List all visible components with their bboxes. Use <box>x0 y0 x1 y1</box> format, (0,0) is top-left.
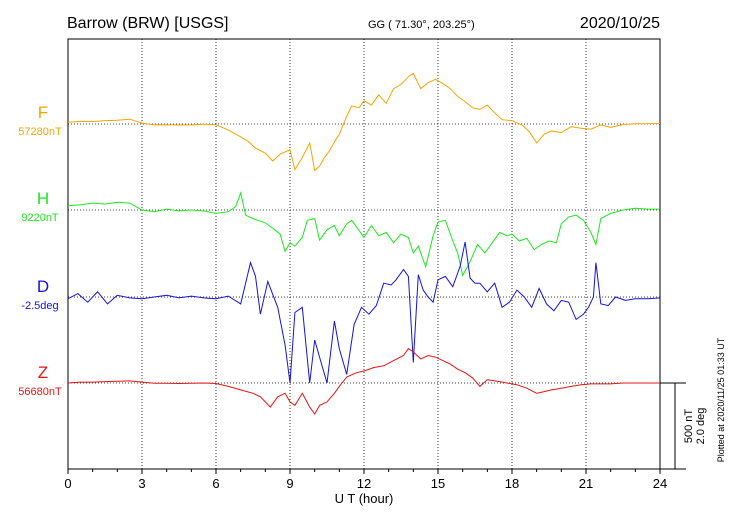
series-label-d: D <box>37 277 49 296</box>
series-baseline-h: 9220nT <box>21 212 59 224</box>
plot-frame <box>67 38 661 470</box>
chart-date: 2020/10/25 <box>580 15 660 32</box>
series-labels: F 57280nT H 9220nT D -2.5deg Z 56680nT <box>18 103 62 398</box>
scale-deg-label: 2.0 deg <box>695 408 707 445</box>
series-baseline-d: -2.5deg <box>21 300 58 312</box>
grid-lines <box>68 39 660 469</box>
station-coords: GG ( 71.30°, 203.25°) <box>368 19 475 31</box>
series-label-z: Z <box>38 363 48 382</box>
x-tick-label: 15 <box>431 476 445 491</box>
x-tick-label: 18 <box>505 476 519 491</box>
x-tick-label: 24 <box>653 476 667 491</box>
x-tick-label: 21 <box>579 476 593 491</box>
x-tick-label: 6 <box>212 476 219 491</box>
x-tick-label: 9 <box>286 476 293 491</box>
scale-nt-label: 500 nT <box>683 409 695 444</box>
x-ticks: 0 3 6 9 12 15 18 21 24 <box>64 469 667 491</box>
plotted-note: Plotted at 2020/11/25 01:33 UT <box>716 337 726 462</box>
x-tick-label: 3 <box>138 476 145 491</box>
series-label-f: F <box>38 103 48 122</box>
series-label-h: H <box>37 189 49 208</box>
station-title: Barrow (BRW) [USGS] <box>67 15 229 32</box>
x-axis-label: U T (hour) <box>335 491 394 506</box>
series-baseline-f: 57280nT <box>18 126 62 138</box>
series-baseline-z: 56680nT <box>18 386 62 398</box>
series-line-h <box>67 191 660 277</box>
series-line-z <box>67 347 660 415</box>
series-line-f <box>67 72 661 172</box>
series-group <box>67 72 661 415</box>
series-line-d <box>67 241 661 384</box>
scale-bar: 500 nT 2.0 deg <box>660 382 707 470</box>
x-tick-label: 0 <box>64 476 71 491</box>
x-tick-label: 12 <box>357 476 371 491</box>
